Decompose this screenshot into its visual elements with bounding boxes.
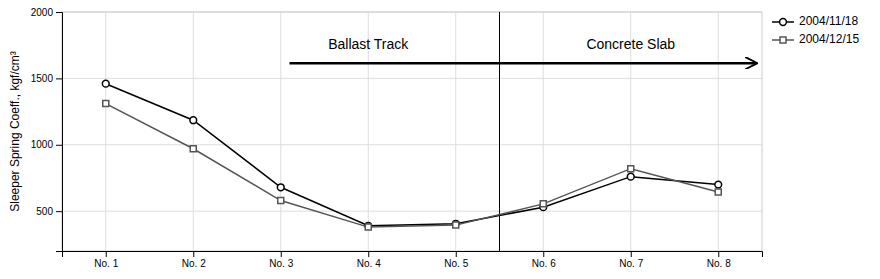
x-tick-mark [718,251,719,257]
x-axis-line [63,252,763,258]
annotation: Ballast Track [328,36,409,52]
arrow [290,62,756,65]
grid-line-x [543,12,544,251]
grid-line-x [718,12,719,251]
x-tick: No. 2 [182,251,206,269]
grid-line-y [62,78,762,79]
y-tick-label: 2000 [31,7,54,18]
y-axis-title: Sleeper Spring Coeff., kgf/cm³ [8,51,22,212]
x-tick-label: No. 4 [357,258,381,269]
series-marker [540,201,546,207]
x-tick-mark [631,251,632,257]
x-tick-mark [193,251,194,257]
x-tick: No. 7 [619,251,643,269]
y-tick-label: 500 [36,206,53,217]
y-tick-mark [56,211,62,212]
legend-marker [780,37,786,43]
x-tick-mark [368,251,369,257]
legend-item: 2004/12/15 [772,32,859,46]
series-marker [628,166,634,172]
x-tick: No. 1 [94,251,118,269]
series-marker [715,181,722,188]
series-marker [365,224,371,230]
x-tick-label: No. 6 [532,258,556,269]
decorations [290,12,756,251]
series-marker [715,189,721,195]
series-marker [103,101,109,107]
y-axis: 500 1000 1500 2000 [31,7,63,252]
y-tick-label: 1000 [31,139,54,150]
y-tick: 1500 [31,73,62,84]
y-tick: 1000 [31,139,62,150]
plot-frame [62,12,762,251]
x-tick-label: No. 5 [444,258,468,269]
x-tick: No. 6 [532,251,556,269]
plot: No. 1 No. 2 No. 3 No. 4 No. 5 No. 6 No. 7 No. 8… [31,7,763,269]
x-tick: No. 5 [444,251,468,269]
series-marker [278,198,284,204]
x-axis: No. 1 No. 2 No. 3 No. 4 No. 5 No. 6 No. 7 No. 8 [63,251,763,269]
grid-line-x [193,12,194,251]
legend-label: 2004/11/18 [799,14,858,28]
x-tick-label: No. 8 [707,258,731,269]
legend-marker [780,19,787,26]
x-tick-mark [543,251,544,257]
x-tick-label: No. 1 [94,258,118,269]
x-tick-label: No. 2 [182,258,206,269]
series-marker [277,184,284,191]
y-tick: 500 [36,206,62,217]
grid-line-x [455,12,456,251]
grid-line-x [280,12,281,251]
series-marker [453,222,459,228]
series-marker [452,220,459,227]
y-tick: 2000 [31,7,62,18]
series-marker [365,222,372,229]
grid-line-y [62,211,762,212]
x-tick: No. 8 [707,251,731,269]
series-line [106,104,719,227]
series-marker [627,173,634,180]
y-axis-line [56,13,63,252]
x-tick-mark [281,251,282,257]
y-tick-label: 1500 [31,73,54,84]
x-tick: No. 3 [269,251,293,269]
grid-line-x [105,12,106,251]
chart: No. 1 No. 2 No. 3 No. 4 No. 5 No. 6 No. 7 No. 8… [0,0,880,279]
x-tick-mark [456,251,457,257]
y-tick-mark [56,12,62,13]
legend: 2004/11/18 2004/12/15 [772,14,859,46]
series-marker [190,146,196,152]
x-tick-label: No. 3 [269,258,293,269]
series-marker [190,117,197,124]
grid-line-y [62,144,762,145]
series-line [106,84,719,226]
y-tick-mark [56,78,62,79]
x-tick-label: No. 7 [619,258,643,269]
y-tick-mark [56,145,62,146]
legend-label: 2004/12/15 [799,32,859,46]
series-group [102,80,721,230]
x-tick: No. 4 [357,251,381,269]
grid [62,12,762,251]
x-tick-mark [106,251,107,257]
annotation: Concrete Slab [586,36,675,52]
series-marker [102,80,109,87]
legend-item: 2004/11/18 [772,14,858,28]
